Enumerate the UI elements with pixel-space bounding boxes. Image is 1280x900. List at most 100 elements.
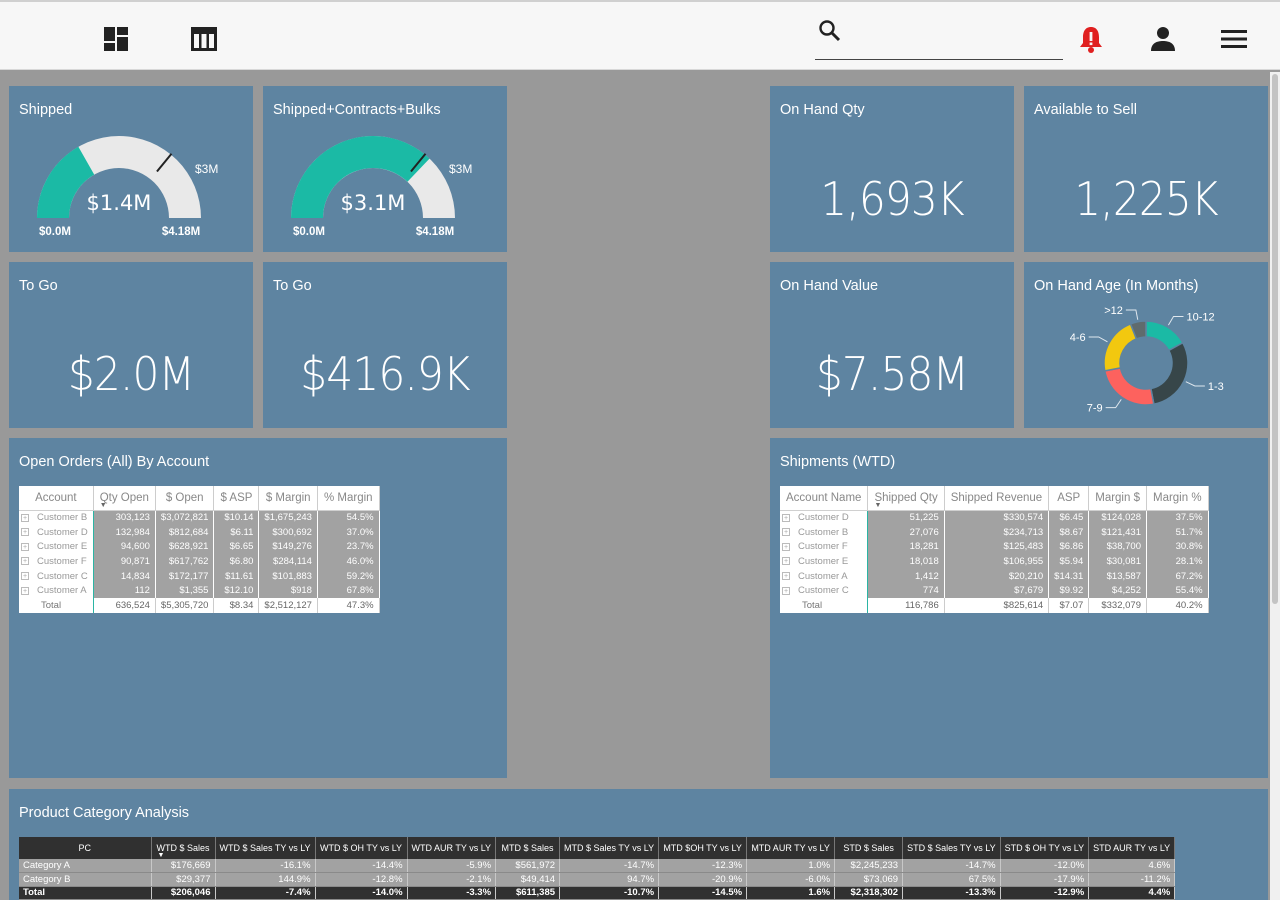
gauge-min-label: $0.0M	[39, 226, 71, 238]
column-header[interactable]: STD $ Sales	[834, 837, 904, 859]
tile-product-category-analysis[interactable]: Product Category Analysis PC WTD $ Sales ▼…	[9, 789, 1268, 900]
column-header[interactable]: Account Name	[780, 486, 869, 511]
expand-icon[interactable]: +	[21, 513, 29, 522]
column-header[interactable]: STD AUR TY vs LY	[1088, 837, 1176, 859]
bell-alert-icon[interactable]	[1076, 24, 1106, 54]
column-header[interactable]: ASP	[1048, 486, 1090, 511]
column-header[interactable]: MTD $ Sales	[495, 837, 561, 859]
tile-shipments[interactable]: Shipments (WTD) Account Name Shipped Qty ▼…	[770, 438, 1268, 778]
column-header[interactable]: MTD $ Sales TY vs LY	[559, 837, 660, 859]
column-header[interactable]: WTD $ Sales TY vs LY	[215, 837, 316, 859]
table-cell: -16.1%	[215, 859, 316, 873]
tile-to-go[interactable]: To Go $2.0M	[9, 262, 253, 428]
expand-icon[interactable]: +	[21, 528, 29, 537]
expand-icon[interactable]: +	[21, 557, 29, 566]
table-row[interactable]: + Customer C 774 $7,679 $9.92 $4,252 55.4%	[780, 583, 1209, 599]
donut-slice[interactable]	[1103, 366, 1155, 406]
column-header[interactable]: STD $ OH TY vs LY	[1000, 837, 1090, 859]
scrollbar-thumb[interactable]	[1272, 74, 1278, 604]
table-row[interactable]: + Customer B 303,123 $3,072,821 $10.14 $1,675…	[19, 510, 380, 525]
table-cell: -6.0%	[746, 872, 836, 887]
column-header[interactable]: Margin %	[1146, 486, 1209, 511]
tile-on-hand-age[interactable]: On Hand Age (In Months) 10-12 1-3 7-9 4-6 >1…	[1024, 262, 1268, 428]
table-row[interactable]: Category A $176,669 -16.1% -14.4% -5.9% $561,…	[19, 859, 1176, 873]
tile-on-hand-qty[interactable]: On Hand Qty 1,693K	[770, 86, 1014, 252]
table-cell: 132,984	[93, 524, 156, 540]
tile-open-orders[interactable]: Open Orders (All) By Account Account Qty …	[9, 438, 507, 778]
table-cell: $30,081	[1088, 554, 1147, 569]
table-row[interactable]: + Customer F 18,281 $125,483 $6.86 $38,700 30.…	[780, 539, 1209, 555]
column-header[interactable]: WTD $ OH TY vs LY	[315, 837, 408, 859]
search-input[interactable]	[849, 20, 1054, 46]
expand-icon[interactable]: +	[21, 572, 29, 581]
table-cell: $176,669	[151, 859, 216, 873]
donut-label: 1-3	[1208, 381, 1224, 393]
column-header[interactable]: Account	[19, 486, 94, 511]
table-cell: $13,587	[1088, 568, 1147, 584]
sort-desc-icon[interactable]: ▼	[99, 501, 107, 509]
tile-to-go-2[interactable]: To Go $416.9K	[263, 262, 507, 428]
expand-icon[interactable]: +	[782, 586, 790, 595]
table-cell: 51,225	[867, 510, 945, 525]
table-cell: -12.3%	[658, 859, 748, 873]
column-header[interactable]: % Margin	[317, 486, 380, 511]
column-header[interactable]: $ Open	[155, 486, 215, 511]
column-header[interactable]: MTD $OH TY vs LY	[658, 837, 748, 859]
column-header[interactable]: PC	[19, 837, 152, 859]
tile-available-to-sell[interactable]: Available to Sell 1,225K	[1024, 86, 1268, 252]
tile-title: On Hand Age (In Months)	[1034, 278, 1199, 294]
donut-slice[interactable]	[1103, 322, 1138, 372]
gauge-fill	[291, 136, 430, 218]
sort-desc-icon[interactable]: ▼	[874, 501, 882, 509]
total-cell: 116,786	[867, 598, 945, 613]
user-icon[interactable]	[1148, 24, 1178, 54]
donut-slice[interactable]	[1149, 341, 1189, 406]
sort-desc-icon[interactable]: ▼	[157, 852, 165, 859]
column-header[interactable]: STD $ Sales TY vs LY	[902, 837, 1001, 859]
table-row[interactable]: + Customer D 132,984 $812,684 $6.11 $300,692 3…	[19, 524, 380, 540]
table-cell: $234,713	[944, 524, 1050, 540]
table-row[interactable]: Category B $29,377 144.9% -12.8% -2.1% $49,41…	[19, 872, 1176, 887]
column-header[interactable]: Qty Open ▼	[93, 486, 156, 511]
column-header[interactable]: MTD AUR TY vs LY	[746, 837, 836, 859]
search-icon[interactable]	[817, 18, 843, 44]
table-cell: -12.9%	[1000, 886, 1090, 900]
tile-shipped-contracts-bulks[interactable]: Shipped+Contracts+Bulks $3.1M $3M $0.0M …	[263, 86, 507, 252]
table-row[interactable]: + Customer F 90,871 $617,762 $6.80 $284,114 46…	[19, 554, 380, 569]
table-row[interactable]: + Customer E 18,018 $106,955 $5.94 $30,081 28.…	[780, 554, 1209, 569]
table-row[interactable]: + Customer C 14,834 $172,177 $11.61 $101,883 5…	[19, 568, 380, 584]
table-cell: 774	[867, 583, 945, 599]
tile-shipped[interactable]: Shipped $1.4M $3M $0.0M $4.18M	[9, 86, 253, 252]
column-header[interactable]: WTD $ Sales ▼	[151, 837, 216, 859]
donut-slice[interactable]	[1129, 320, 1147, 340]
expand-icon[interactable]: +	[782, 572, 790, 581]
expand-icon[interactable]: +	[782, 513, 790, 522]
row-label: + Customer F	[780, 539, 869, 555]
table-row[interactable]: + Customer B 27,076 $234,713 $8.67 $121,431 51…	[780, 524, 1209, 540]
tile-on-hand-value[interactable]: On Hand Value $7.58M	[770, 262, 1014, 428]
column-header[interactable]: $ ASP	[213, 486, 260, 511]
table-cell: 67.8%	[317, 583, 380, 599]
gauge-target-label: $3M	[449, 162, 472, 176]
table-row[interactable]: + Customer E 94,600 $628,921 $6.65 $149,276 23…	[19, 539, 380, 555]
row-label: + Customer A	[19, 583, 94, 599]
column-header[interactable]: Shipped Revenue	[944, 486, 1050, 511]
expand-icon[interactable]: +	[782, 528, 790, 537]
table-cell: $6.86	[1048, 539, 1090, 555]
column-header[interactable]: $ Margin	[258, 486, 318, 511]
table-icon[interactable]	[189, 24, 219, 54]
expand-icon[interactable]: +	[21, 586, 29, 595]
column-header[interactable]: Margin $	[1088, 486, 1147, 511]
column-header[interactable]: WTD AUR TY vs LY	[407, 837, 497, 859]
expand-icon[interactable]: +	[21, 542, 29, 551]
expand-icon[interactable]: +	[782, 542, 790, 551]
table-cell: 46.0%	[317, 554, 380, 569]
dashboard-icon[interactable]	[101, 24, 131, 54]
table-row[interactable]: + Customer A 1,412 $20,210 $14.31 $13,587 67.2…	[780, 568, 1209, 584]
column-header[interactable]: Shipped Qty ▼	[867, 486, 945, 511]
menu-icon[interactable]	[1219, 24, 1249, 54]
table-row[interactable]: + Customer D 51,225 $330,574 $6.45 $124,028 37…	[780, 510, 1209, 525]
tile-value: $7.58M	[815, 347, 969, 401]
table-row[interactable]: + Customer A 112 $1,355 $12.10 $918 67.8%	[19, 583, 380, 599]
expand-icon[interactable]: +	[782, 557, 790, 566]
